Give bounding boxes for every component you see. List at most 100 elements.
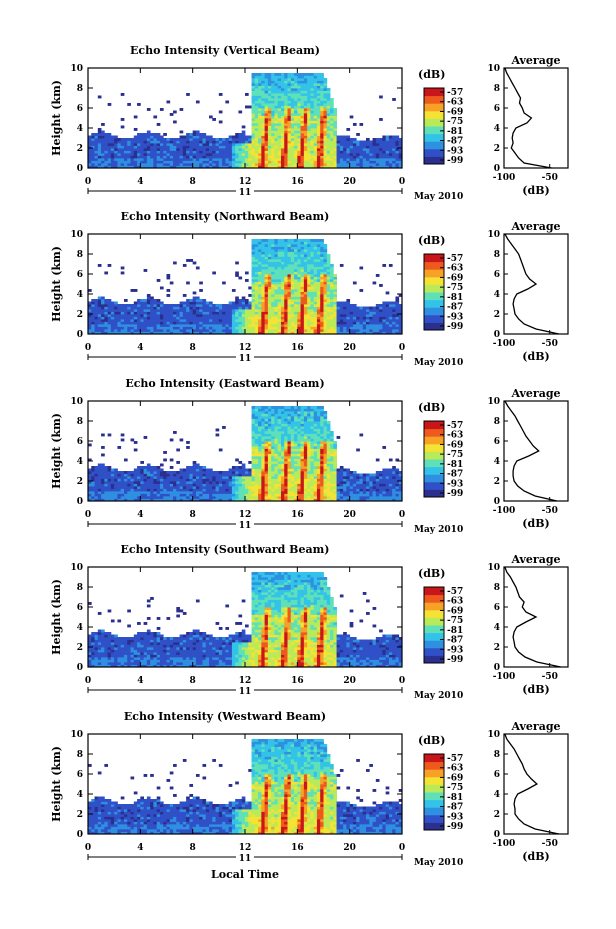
heatmap-cell — [254, 294, 259, 297]
heatmap-cell — [254, 249, 259, 252]
heatmap-cell — [251, 113, 256, 116]
heatmap-cell — [202, 299, 207, 302]
heatmap-cell — [130, 319, 135, 322]
heatmap-cell — [225, 158, 230, 161]
heatmap-cell — [280, 241, 285, 245]
heatmap-cell — [372, 143, 377, 146]
heatmap-cell — [137, 301, 141, 305]
heatmap-cell — [382, 140, 387, 144]
heatmap-cell — [88, 458, 92, 462]
heatmap-cell — [379, 165, 383, 169]
heatmap-cell — [182, 165, 187, 169]
heatmap-cell — [258, 266, 262, 270]
heatmap-cell — [225, 486, 230, 489]
heatmap-cell — [199, 145, 203, 149]
heatmap-cell — [277, 95, 282, 99]
heatmap-cell — [97, 311, 102, 315]
heatmap-cell — [186, 135, 190, 139]
heatmap-cell — [205, 311, 210, 315]
heatmap-cell — [231, 158, 236, 161]
heatmap-cell — [189, 493, 194, 497]
heatmap-cell — [176, 155, 180, 159]
heatmap-cell — [104, 488, 109, 492]
heatmap-cell — [140, 473, 144, 477]
colorbar-tick-label: -99 — [447, 322, 463, 332]
heatmap-cell — [186, 259, 190, 262]
heatmap-cell — [385, 135, 390, 139]
heatmap-cell — [280, 284, 285, 287]
heatmap-cell — [195, 165, 200, 169]
heatmap-cell — [310, 88, 315, 91]
heatmap-cell — [280, 311, 285, 315]
heatmap-cell — [176, 309, 180, 312]
heatmap-cell — [117, 150, 122, 154]
heatmap-cell — [349, 304, 354, 307]
heatmap-cell — [173, 304, 177, 307]
heatmap-cell — [248, 486, 252, 489]
heatmap-cell — [313, 105, 318, 109]
heatmap-cell — [218, 496, 223, 499]
heatmap-cell — [245, 138, 249, 141]
heatmap-cell — [287, 150, 292, 154]
heatmap-cell — [356, 306, 360, 310]
heatmap-cell — [277, 103, 282, 106]
heatmap-cell — [254, 463, 259, 467]
heatmap-cell — [205, 138, 210, 141]
heatmap-cell — [258, 326, 262, 330]
heatmap-cell — [307, 329, 311, 332]
heatmap-cell — [274, 491, 279, 494]
heatmap-cell — [117, 329, 122, 332]
heatmap-cell — [159, 463, 164, 467]
heatmap-cell — [395, 296, 400, 300]
heatmap-cell — [382, 304, 387, 307]
heatmap-cell — [146, 463, 151, 467]
heatmap-cell — [372, 324, 377, 327]
heatmap-cell — [97, 135, 102, 139]
heatmap-cell — [271, 145, 275, 149]
heatmap-cell — [264, 261, 269, 265]
heatmap-cell — [110, 481, 115, 484]
heatmap-cell — [343, 145, 347, 149]
heatmap-cell — [323, 301, 328, 305]
heatmap-cell — [284, 256, 288, 260]
heatmap-cell — [248, 153, 252, 156]
heatmap-cell — [271, 78, 275, 81]
heatmap-cell — [336, 319, 341, 322]
heatmap-cell — [323, 120, 328, 124]
heatmap-cell — [245, 471, 249, 474]
heatmap-cell — [362, 319, 367, 322]
heatmap-cell — [228, 135, 233, 139]
heatmap-cell — [261, 108, 266, 111]
heatmap-cell — [310, 75, 315, 79]
heatmap-cell — [137, 158, 141, 161]
heatmap-cell — [362, 306, 367, 310]
heatmap-cell — [225, 483, 230, 487]
heatmap-cell — [179, 143, 184, 146]
heatmap-cell — [163, 473, 167, 477]
heatmap-cell — [159, 468, 164, 472]
heatmap-cell — [333, 276, 337, 280]
heatmap-cell — [176, 150, 180, 154]
heatmap-cell — [251, 291, 256, 295]
heatmap-cell — [258, 493, 262, 497]
heatmap-cell — [346, 306, 351, 310]
heatmap-cell — [101, 486, 105, 489]
heatmap-cell — [199, 160, 203, 164]
heatmap-cell — [264, 85, 269, 89]
heatmap-cell — [186, 311, 190, 315]
heatmap-cell — [267, 244, 272, 247]
heatmap-cell — [303, 130, 308, 134]
heatmap-cell — [271, 483, 275, 487]
heatmap-cell — [91, 324, 95, 327]
heatmap-cell — [261, 471, 266, 474]
heatmap-cell — [349, 331, 354, 335]
heatmap-cell — [195, 100, 200, 104]
heatmap-cell — [271, 453, 275, 457]
heatmap-cell — [91, 496, 95, 499]
heatmap-cell — [290, 150, 295, 154]
heatmap-cell — [91, 145, 95, 149]
heatmap-cell — [101, 311, 105, 315]
heatmap-cell — [326, 329, 331, 332]
heatmap-cell — [267, 78, 272, 81]
heatmap-cell — [395, 319, 400, 322]
